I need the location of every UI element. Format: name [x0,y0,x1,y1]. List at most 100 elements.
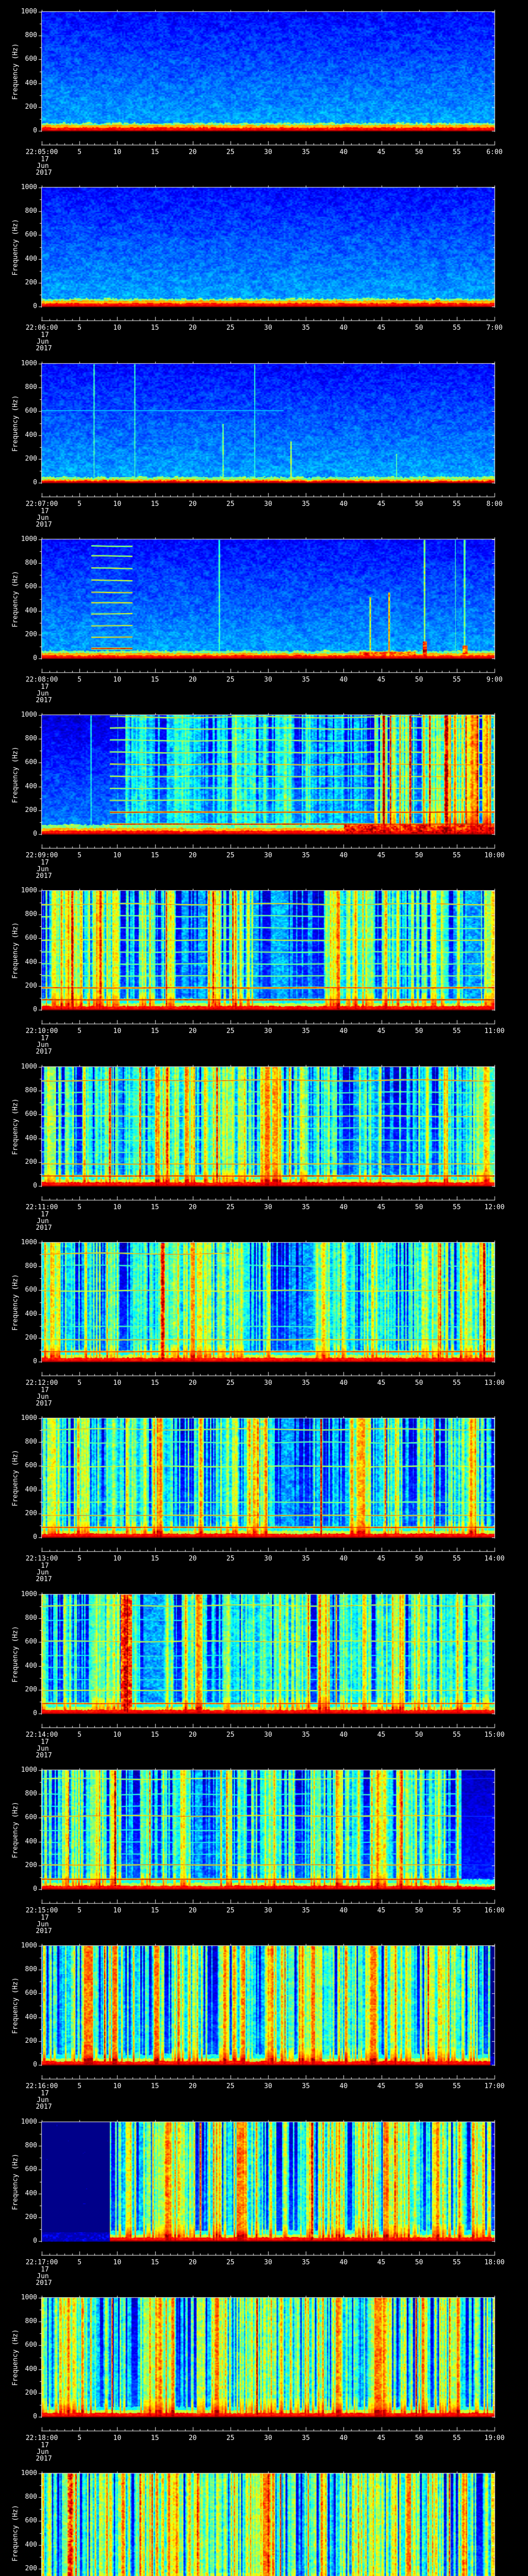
x-tick-label: 25 [226,1555,235,1563]
date-month: Jun [37,866,49,873]
y-tick-label: 200 [25,454,37,463]
x-tick-label: 40 [339,1555,348,1563]
x-axis-start-time: 22:14:00 [25,1731,58,1739]
x-tick-label: 35 [302,2082,310,2090]
x-tick-label: 20 [188,500,197,508]
date-day: 17 [41,2442,49,2449]
x-tick-label: 35 [302,2434,310,2442]
date-month: Jun [37,2273,49,2280]
y-tick-label: 1000 [21,535,37,543]
x-tick-label: 25 [226,2434,235,2442]
y-tick-label: 800 [25,735,37,743]
x-tick-label: 35 [302,1204,310,1211]
x-tick-label: 10 [113,2259,122,2266]
x-tick-label: 30 [264,1379,272,1387]
x-tick-label: 30 [264,500,272,508]
x-tick-label: 35 [302,1555,310,1563]
y-tick-label: 600 [25,2165,37,2174]
x-axis-end-time: 12:00 [484,1204,505,1211]
y-axis-label: Frequency (Hz) [11,2154,20,2210]
y-tick-label: 600 [25,1814,37,1822]
x-tick-label: 50 [415,852,423,859]
x-axis-start-time: 22:15:00 [25,1907,58,1914]
x-tick-label: 10 [113,1027,122,1035]
x-tick-label: 25 [226,676,235,684]
y-tick-label: 1000 [21,2294,37,2301]
date-day: 17 [41,331,49,339]
date-month: Jun [37,1041,49,1049]
x-tick-label: 5 [77,1204,82,1211]
x-tick-label: 45 [377,676,386,684]
x-tick-label: 15 [151,500,159,508]
x-tick-label: 55 [453,324,461,332]
x-tick-label: 30 [264,1204,272,1211]
spectrogram-canvas [0,352,528,528]
y-tick-label: 600 [25,2517,37,2525]
x-tick-label: 40 [339,500,348,508]
x-tick-label: 30 [264,1907,272,1914]
x-tick-label: 55 [453,1731,461,1739]
x-tick-label: 25 [226,324,235,332]
x-tick-label: 55 [453,1907,461,1914]
x-tick-label: 20 [188,676,197,684]
x-axis-start-time: 22:16:00 [25,2082,58,2090]
spectrogram-canvas [0,1406,528,1583]
x-tick-label: 40 [339,1027,348,1035]
x-axis-end-time: 15:00 [484,1731,505,1739]
y-tick-label: 200 [25,2037,37,2045]
y-tick-label: 400 [25,606,37,615]
y-tick-label: 600 [25,1110,37,1118]
x-tick-label: 10 [113,2082,122,2090]
x-tick-label: 50 [415,1379,423,1387]
y-axis-label: Frequency (Hz) [11,922,20,979]
y-tick-label: 600 [25,2341,37,2349]
date-year: 2017 [36,872,52,880]
x-tick-label: 55 [453,1555,461,1563]
y-tick-label: 1000 [21,1766,37,1774]
y-tick-label: 400 [25,431,37,439]
x-tick-label: 45 [377,852,386,859]
y-tick-label: 800 [25,1087,37,1095]
y-axis-label: Frequency (Hz) [11,1274,20,1331]
y-tick-label: 800 [25,1790,37,1798]
y-tick-label: 0 [33,1885,37,1893]
x-tick-label: 35 [302,148,310,156]
spectrogram-panel: Frequency (Hz) 0 200 400 600 800 1000 22:13:00 5… [0,1406,528,1583]
x-tick-label: 20 [188,1731,197,1739]
x-tick-label: 45 [377,1027,386,1035]
x-tick-label: 50 [415,2434,423,2442]
y-tick-label: 200 [25,1685,37,1693]
date-month: Jun [37,2448,49,2456]
y-tick-label: 0 [33,1709,37,1717]
y-axis-label: Frequency (Hz) [11,395,20,452]
date-month: Jun [37,1393,49,1401]
y-tick-label: 800 [25,383,37,392]
x-tick-label: 5 [77,2434,82,2442]
y-tick-label: 600 [25,583,37,591]
x-tick-label: 10 [113,2434,122,2442]
y-axis-label: Frequency (Hz) [11,43,20,100]
spectrogram-panel: Frequency (Hz) 0 200 400 600 800 1000 22:14:00 5… [0,1583,528,1759]
date-day: 17 [41,683,49,691]
x-tick-label: 45 [377,1907,386,1914]
x-tick-label: 35 [302,1731,310,1739]
spectrogram-panel: Frequency (Hz) 0 200 400 600 800 1000 22:05:00 5… [0,0,528,177]
y-tick-label: 1000 [21,1942,37,1950]
x-tick-label: 15 [151,324,159,332]
date-month: Jun [37,690,49,698]
date-month: Jun [37,514,49,522]
x-tick-label: 15 [151,1555,159,1563]
x-tick-label: 5 [77,1555,82,1563]
y-tick-label: 200 [25,1333,37,1342]
x-tick-label: 30 [264,1555,272,1563]
x-tick-label: 50 [415,1027,423,1035]
x-tick-label: 50 [415,148,423,156]
x-tick-label: 55 [453,2434,461,2442]
y-tick-label: 800 [25,2493,37,2501]
date-month: Jun [37,338,49,346]
spectrogram-panel: Frequency (Hz)0200400600800100022:19:005… [0,2462,528,2576]
y-axis-label: Frequency (Hz) [11,571,20,628]
y-tick-label: 1000 [21,8,37,15]
x-tick-label: 5 [77,1379,82,1387]
